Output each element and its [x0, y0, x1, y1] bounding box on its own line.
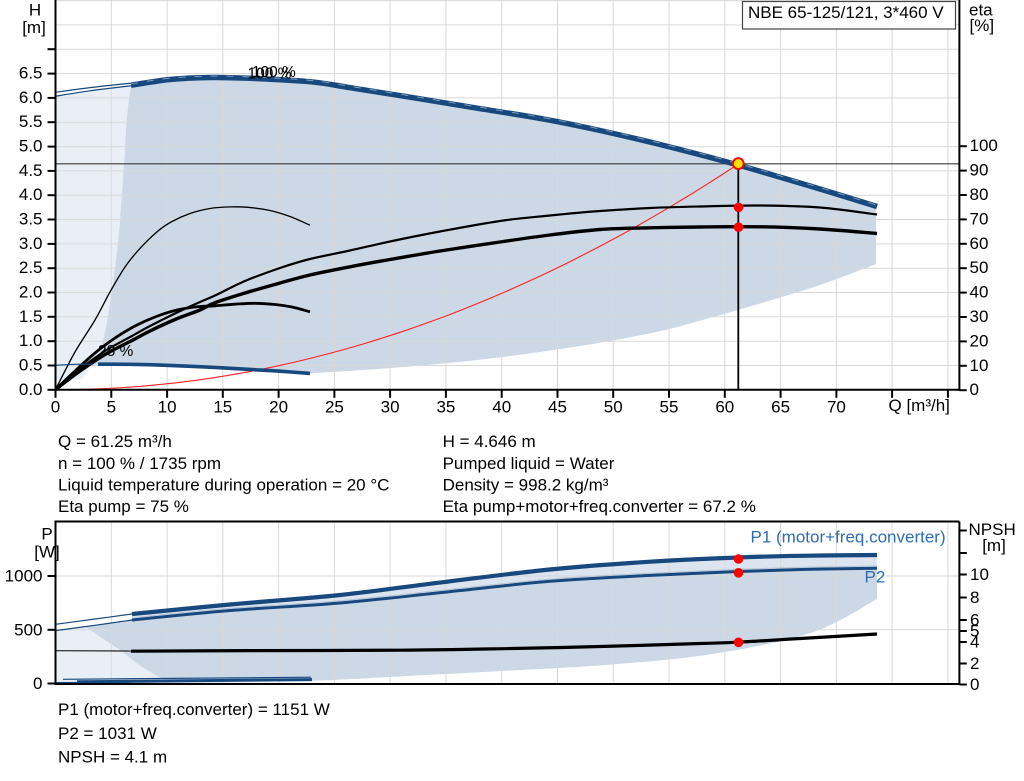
svg-text:[W]: [W]: [34, 543, 60, 562]
svg-text:1000: 1000: [5, 567, 43, 586]
svg-text:P2: P2: [865, 568, 886, 587]
svg-text:20: 20: [970, 331, 989, 350]
svg-text:2.5: 2.5: [19, 258, 43, 277]
svg-text:100 %: 100 %: [252, 64, 296, 81]
svg-text:55: 55: [660, 398, 679, 417]
svg-text:50: 50: [970, 258, 989, 277]
svg-text:P: P: [41, 525, 52, 544]
svg-text:1.0: 1.0: [19, 331, 43, 350]
svg-text:Eta pump = 75 %: Eta pump = 75 %: [58, 497, 189, 516]
svg-text:10: 10: [970, 356, 989, 375]
svg-text:30: 30: [970, 307, 989, 326]
svg-text:P1 (motor+freq.converter) = 11: P1 (motor+freq.converter) = 1151 W: [58, 700, 330, 719]
svg-text:0: 0: [33, 674, 42, 693]
svg-text:6.5: 6.5: [19, 64, 43, 83]
svg-text:40: 40: [492, 398, 511, 417]
svg-text:5: 5: [970, 622, 979, 641]
svg-text:Liquid temperature during oper: Liquid temperature during operation = 20…: [58, 475, 389, 494]
svg-text:80: 80: [970, 185, 989, 204]
svg-text:[m]: [m]: [982, 536, 1006, 555]
svg-text:60: 60: [715, 398, 734, 417]
svg-text:5.5: 5.5: [19, 112, 43, 131]
svg-text:5: 5: [107, 398, 116, 417]
svg-text:eta: eta: [969, 1, 993, 20]
svg-text:20: 20: [269, 398, 288, 417]
svg-text:8: 8: [970, 588, 979, 607]
svg-text:0: 0: [51, 398, 60, 417]
svg-text:H = 4.646 m: H = 4.646 m: [443, 432, 536, 451]
svg-text:0: 0: [970, 380, 979, 399]
svg-text:NPSH = 4.1 m: NPSH = 4.1 m: [58, 748, 167, 767]
svg-text:100 %: 100 %: [248, 66, 292, 83]
svg-text:2: 2: [970, 654, 979, 673]
svg-text:4: 4: [970, 633, 979, 652]
svg-text:[m]: [m]: [22, 18, 46, 37]
svg-text:n = 100 % / 1735 rpm: n = 100 % / 1735 rpm: [58, 454, 221, 473]
svg-text:0.0: 0.0: [19, 380, 43, 399]
svg-text:4.5: 4.5: [19, 161, 43, 180]
svg-text:2.0: 2.0: [19, 283, 43, 302]
svg-text:NBE 65-125/121, 3*460 V: NBE 65-125/121, 3*460 V: [748, 3, 944, 22]
svg-text:0.5: 0.5: [19, 356, 43, 375]
svg-text:35: 35: [436, 398, 455, 417]
svg-text:100: 100: [970, 136, 998, 155]
svg-text:70: 70: [827, 398, 846, 417]
svg-text:P2 = 1031 W: P2 = 1031 W: [58, 724, 157, 743]
svg-text:40: 40: [970, 283, 989, 302]
svg-text:90: 90: [970, 161, 989, 180]
svg-text:45: 45: [548, 398, 567, 417]
svg-text:6.0: 6.0: [19, 88, 43, 107]
svg-text:0: 0: [970, 675, 979, 694]
svg-text:28 %: 28 %: [98, 343, 134, 360]
svg-text:10: 10: [158, 398, 177, 417]
svg-text:4.0: 4.0: [19, 185, 43, 204]
svg-text:P1 (motor+freq.converter): P1 (motor+freq.converter): [751, 528, 946, 547]
svg-text:25: 25: [325, 398, 344, 417]
svg-text:60: 60: [970, 234, 989, 253]
svg-text:70: 70: [970, 209, 989, 228]
svg-text:Q [m³/h]: Q [m³/h]: [889, 396, 950, 415]
svg-text:30: 30: [381, 398, 400, 417]
svg-text:65: 65: [771, 398, 790, 417]
svg-text:10: 10: [970, 565, 989, 584]
svg-text:Q = 61.25 m³/h: Q = 61.25 m³/h: [58, 432, 172, 451]
svg-text:Density = 998.2 kg/m³: Density = 998.2 kg/m³: [443, 475, 609, 494]
svg-text:1.5: 1.5: [19, 307, 43, 326]
svg-text:H: H: [29, 1, 41, 20]
svg-text:Eta pump+motor+freq.converter: Eta pump+motor+freq.converter = 67.2 %: [443, 497, 756, 516]
svg-text:6: 6: [970, 611, 979, 630]
svg-text:15: 15: [213, 398, 232, 417]
svg-text:NPSH: NPSH: [969, 520, 1016, 539]
svg-text:500: 500: [14, 621, 42, 640]
svg-text:3.0: 3.0: [19, 234, 43, 253]
svg-text:3.5: 3.5: [19, 210, 43, 229]
svg-text:50: 50: [604, 398, 623, 417]
svg-text:[%]: [%]: [970, 16, 995, 35]
svg-text:Pumped liquid = Water: Pumped liquid = Water: [443, 454, 615, 473]
svg-text:5.0: 5.0: [19, 137, 43, 156]
